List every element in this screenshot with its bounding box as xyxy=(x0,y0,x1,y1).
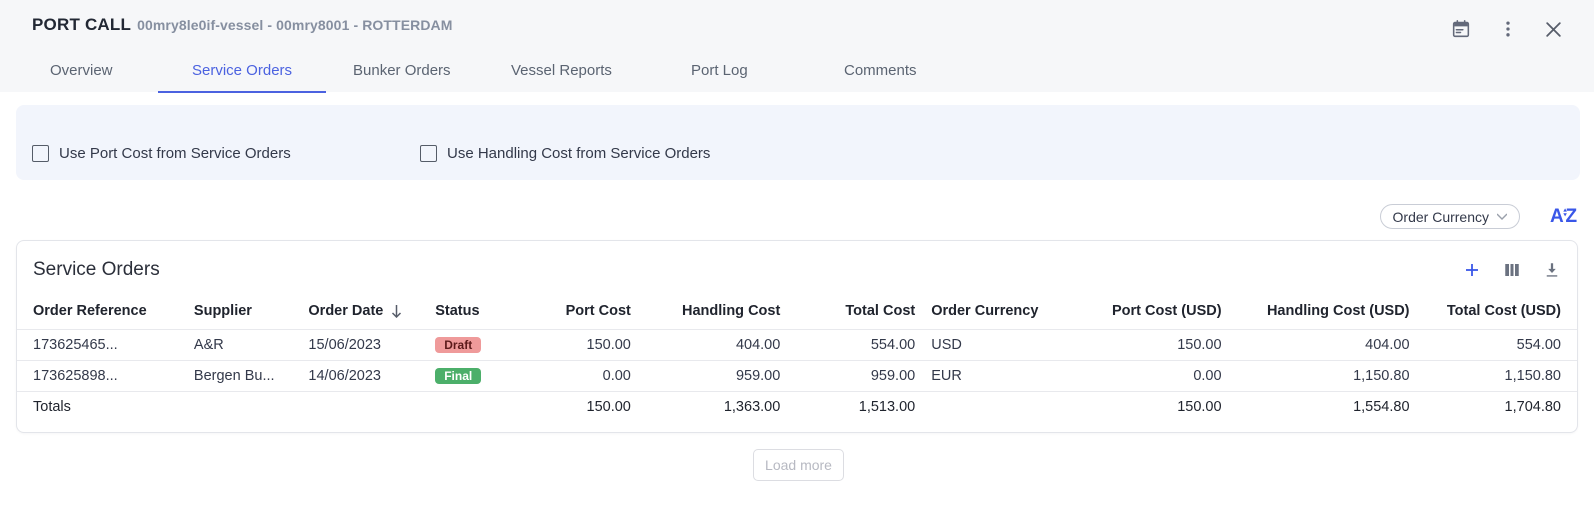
svg-text:A: A xyxy=(1550,206,1564,227)
svg-text:Z: Z xyxy=(1566,206,1578,227)
